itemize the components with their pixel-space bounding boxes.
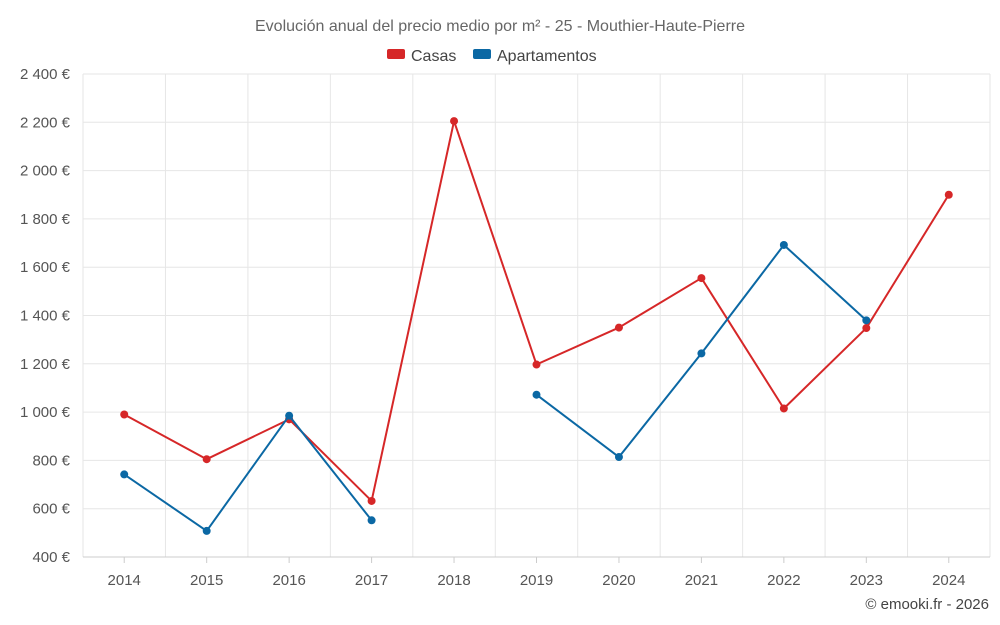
x-tick-label: 2019 bbox=[520, 572, 553, 589]
x-tick-label: 2014 bbox=[108, 572, 141, 589]
data-point-casas[interactable] bbox=[450, 117, 459, 126]
x-tick-label: 2018 bbox=[437, 572, 470, 589]
legend-label-casas[interactable]: Casas bbox=[411, 48, 456, 65]
series-line-apartamentos bbox=[123, 414, 373, 532]
y-tick-label: 1 800 € bbox=[20, 211, 71, 228]
data-point-casas[interactable] bbox=[779, 404, 788, 413]
x-tick-label: 2020 bbox=[602, 572, 635, 589]
y-tick-label: 600 € bbox=[32, 501, 70, 518]
data-point-casas[interactable] bbox=[120, 410, 129, 419]
x-tick-label: 2017 bbox=[355, 572, 388, 589]
data-point-apartamentos[interactable] bbox=[120, 470, 129, 479]
x-tick-label: 2023 bbox=[850, 572, 883, 589]
data-point-apartamentos[interactable] bbox=[367, 516, 376, 525]
data-point-apartamentos[interactable] bbox=[862, 316, 871, 325]
x-tick-label: 2016 bbox=[272, 572, 305, 589]
legend-label-apartamentos[interactable]: Apartamentos bbox=[497, 48, 597, 65]
y-tick-label: 2 400 € bbox=[20, 66, 71, 83]
y-tick-label: 1 400 € bbox=[20, 308, 71, 325]
credit-text: © emooki.fr - 2026 bbox=[865, 596, 989, 613]
y-tick-label: 800 € bbox=[32, 452, 70, 469]
data-point-casas[interactable] bbox=[944, 190, 953, 199]
y-axis: 400 € 600 € 800 € 1 000 € 1 200 € 1 400 € 1 60… bbox=[20, 66, 71, 566]
data-point-apartamentos[interactable] bbox=[697, 349, 706, 358]
data-point-casas[interactable] bbox=[697, 274, 706, 283]
data-point-apartamentos[interactable] bbox=[285, 411, 294, 420]
x-tick-label: 2015 bbox=[190, 572, 223, 589]
legend-swatch-casas bbox=[387, 49, 405, 59]
x-axis: 2014 2015 2016 2017 2018 2019 2020 2021 2022 2023… bbox=[108, 557, 965, 589]
data-point-apartamentos[interactable] bbox=[614, 453, 623, 462]
y-tick-label: 2 000 € bbox=[20, 163, 71, 180]
grid bbox=[82, 73, 991, 558]
data-point-apartamentos[interactable] bbox=[202, 526, 211, 535]
data-point-casas[interactable] bbox=[367, 496, 376, 505]
data-point-casas[interactable] bbox=[532, 360, 541, 369]
y-tick-label: 2 200 € bbox=[20, 114, 71, 131]
data-point-casas[interactable] bbox=[614, 323, 623, 332]
y-tick-label: 1 200 € bbox=[20, 356, 71, 373]
y-tick-label: 400 € bbox=[32, 549, 70, 566]
data-point-apartamentos[interactable] bbox=[779, 240, 788, 249]
x-tick-label: 2022 bbox=[767, 572, 800, 589]
legend-swatch-apartamentos bbox=[473, 49, 491, 59]
data-point-casas[interactable] bbox=[862, 324, 871, 333]
y-tick-label: 1 000 € bbox=[20, 404, 71, 421]
y-tick-label: 1 600 € bbox=[20, 259, 71, 276]
x-tick-label: 2024 bbox=[932, 572, 965, 589]
legend: Casas Apartamentos bbox=[387, 48, 597, 65]
chart-title: Evolución anual del precio medio por m² … bbox=[255, 18, 745, 35]
data-point-casas[interactable] bbox=[202, 455, 211, 464]
x-tick-label: 2021 bbox=[685, 572, 718, 589]
data-point-apartamentos[interactable] bbox=[532, 390, 541, 399]
plot-area bbox=[120, 117, 953, 535]
